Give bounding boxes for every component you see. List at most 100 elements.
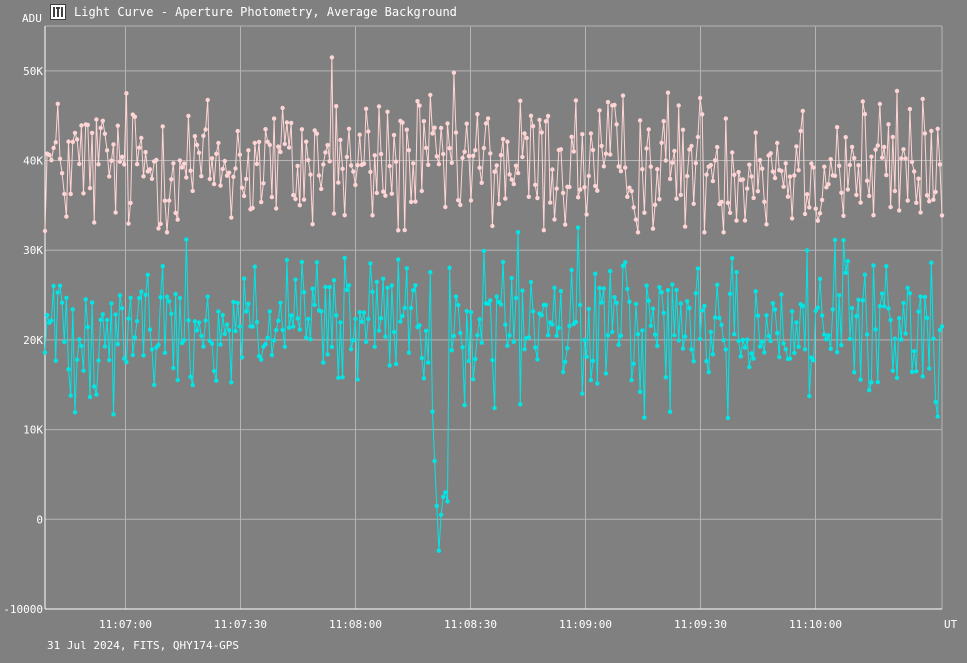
data-point (586, 306, 591, 312)
data-point (522, 131, 527, 136)
data-point (494, 294, 499, 299)
data-point (899, 337, 904, 342)
data-point (578, 187, 583, 192)
data-point (563, 222, 568, 227)
data-point (802, 347, 808, 352)
data-point (841, 238, 846, 243)
data-point (372, 153, 377, 158)
data-point (329, 344, 335, 350)
data-point (749, 351, 754, 356)
y-axis-label: ADU (22, 12, 42, 25)
data-point (355, 377, 360, 382)
data-point (620, 263, 626, 268)
data-point (751, 195, 756, 201)
data-point (188, 168, 193, 173)
data-point (867, 193, 872, 199)
data-point (53, 140, 58, 145)
data-point (768, 151, 773, 156)
data-point (271, 338, 277, 343)
data-point (672, 333, 677, 338)
data-point (629, 377, 634, 383)
data-point (612, 295, 617, 300)
data-point (430, 409, 435, 414)
data-point (869, 380, 874, 385)
data-point (411, 288, 416, 293)
x-tick-label: 11:08:30 (444, 618, 497, 631)
data-point (614, 300, 619, 305)
data-point (918, 210, 923, 215)
data-point (633, 217, 639, 222)
data-point (224, 322, 230, 327)
data-point (370, 289, 375, 294)
data-point (374, 190, 379, 196)
data-point (344, 287, 350, 293)
data-point (625, 286, 630, 292)
data-point (787, 174, 793, 179)
data-point (169, 177, 174, 182)
data-point (72, 410, 78, 415)
data-point (432, 125, 437, 130)
data-point (334, 313, 339, 318)
data-point (363, 106, 369, 112)
data-point (402, 305, 407, 311)
data-point (815, 305, 820, 310)
data-point (588, 131, 594, 136)
data-point (51, 283, 56, 289)
data-point (828, 346, 833, 351)
data-point (565, 346, 570, 351)
data-point (635, 332, 641, 337)
data-point (644, 146, 649, 151)
data-point (605, 333, 611, 338)
data-point (278, 300, 283, 305)
data-point (498, 302, 504, 307)
data-point (558, 147, 564, 152)
data-point (301, 290, 307, 295)
data-point (389, 283, 394, 288)
data-point (47, 152, 52, 158)
data-point (554, 333, 559, 338)
data-point (924, 193, 930, 198)
data-point (314, 260, 320, 265)
data-point (659, 140, 664, 145)
data-point (734, 218, 739, 223)
data-point (892, 336, 898, 341)
data-point (357, 132, 362, 137)
data-point (845, 258, 850, 264)
data-point (633, 301, 639, 307)
data-point (89, 130, 95, 136)
data-point (862, 111, 868, 117)
data-point (314, 131, 320, 136)
data-point (42, 350, 48, 355)
data-point (68, 393, 73, 398)
data-point (931, 197, 936, 202)
data-point (573, 98, 579, 103)
data-point (192, 134, 198, 139)
data-point (286, 145, 292, 150)
data-point (156, 342, 161, 348)
data-point (826, 182, 831, 187)
data-point (211, 181, 217, 187)
data-point (449, 348, 454, 353)
data-point (186, 318, 191, 323)
data-point (824, 185, 829, 190)
data-point (905, 285, 910, 290)
data-point (344, 154, 350, 160)
data-point (515, 230, 521, 235)
data-point (515, 170, 521, 176)
data-point (612, 102, 617, 108)
data-point (481, 145, 487, 151)
data-point (595, 188, 600, 193)
data-point (777, 354, 782, 360)
data-point (423, 145, 429, 151)
data-point (222, 158, 227, 164)
data-point (81, 368, 86, 373)
data-point (430, 131, 435, 136)
data-point (894, 375, 900, 380)
data-point (648, 164, 653, 169)
data-point (670, 282, 675, 287)
data-point (87, 394, 93, 400)
data-point (704, 359, 709, 364)
data-point (160, 124, 165, 129)
data-point (811, 358, 816, 363)
data-point (657, 197, 662, 202)
